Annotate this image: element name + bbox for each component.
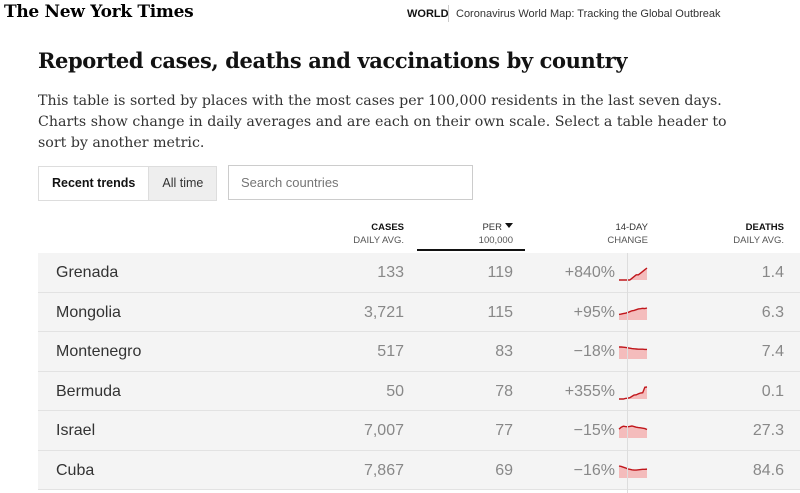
column-header-cases[interactable]: CASES DAILY AVG.	[353, 222, 404, 246]
deaths-daily-avg: 0.1	[761, 382, 784, 400]
tab-all-time[interactable]: All time	[148, 167, 217, 200]
sparkline-area	[619, 465, 647, 478]
cases-per-100000: 78	[495, 382, 513, 400]
table-header: CASES DAILY AVG. PER 100,000 14-DAY CHAN…	[38, 218, 800, 252]
fourteen-day-change: −18%	[573, 343, 615, 360]
table-row[interactable]: Mongolia 3,721 115 +95% 6.3	[38, 293, 800, 332]
cases-daily-avg: 133	[377, 264, 404, 281]
country-name: Mongolia	[56, 303, 121, 321]
cases-daily-avg: 517	[377, 343, 404, 360]
sparkline-line	[618, 464, 648, 471]
country-name: Israel	[56, 422, 96, 439]
fourteen-day-change: +355%	[564, 382, 615, 400]
table-row[interactable]: Grenada 133 119 +840% 1.4	[38, 253, 800, 293]
intro-text: This table is sorted by places with the …	[38, 93, 727, 151]
country-table-body: Grenada 133 119 +840% 1.4 Mongolia 3,721 115 +95…	[38, 253, 800, 490]
column-divider	[627, 253, 628, 493]
active-sort-indicator	[417, 249, 525, 251]
page-title: Reported cases, deaths and vaccinations …	[38, 48, 628, 73]
trend-sparkline	[618, 425, 648, 438]
cases-daily-avg: 50	[386, 382, 404, 400]
tab-recent-trends[interactable]: Recent trends	[39, 167, 149, 200]
deaths-daily-avg: 7.4	[761, 343, 784, 360]
cases-daily-avg: 3,721	[363, 303, 404, 321]
country-name: Cuba	[56, 461, 95, 479]
trend-sparkline	[619, 346, 647, 359]
sort-descending-icon	[505, 223, 513, 228]
fourteen-day-change: −15%	[573, 422, 615, 439]
sparkline-line	[619, 346, 647, 351]
cases-daily-avg: 7,007	[363, 422, 404, 439]
table-row[interactable]: Montenegro 517 83 −18% 7.4	[38, 332, 800, 372]
country-name: Montenegro	[56, 343, 142, 360]
trend-sparkline	[618, 306, 648, 320]
sparkline-area	[619, 386, 647, 399]
table-row[interactable]: Cuba 7,867 69 −16% 84.6	[38, 451, 800, 490]
trend-sparkline	[619, 267, 648, 281]
deaths-daily-avg: 6.3	[761, 303, 784, 321]
view-tabs: Recent trends All time	[38, 166, 218, 201]
article-title[interactable]: Coronavirus World Map: Tracking the Glob…	[456, 8, 721, 20]
fourteen-day-change: +840%	[564, 264, 615, 281]
top-bar: The New York Times WORLD Coronavirus Wor…	[0, 0, 800, 30]
sparkline-area	[619, 347, 647, 359]
sparkline-line	[618, 306, 648, 315]
sparkline-area	[619, 268, 647, 280]
table-row[interactable]: Israel 7,007 77 −15% 27.3	[38, 411, 800, 451]
column-header-14-day-change: 14-DAY CHANGE	[607, 222, 648, 246]
trend-sparkline	[618, 464, 648, 478]
deaths-daily-avg: 1.4	[761, 264, 784, 281]
column-header-deaths[interactable]: DEATHS DAILY AVG.	[733, 222, 784, 246]
trend-sparkline	[619, 385, 648, 400]
deaths-daily-avg: 27.3	[752, 422, 784, 439]
cases-per-100000: 83	[495, 343, 513, 360]
sparkline-line	[619, 385, 648, 400]
country-name: Bermuda	[56, 382, 121, 400]
sparkline-area	[619, 426, 647, 438]
cases-per-100000: 119	[487, 264, 513, 281]
country-name: Grenada	[56, 264, 119, 281]
nyt-logo[interactable]: The New York Times	[4, 2, 194, 22]
search-input[interactable]	[228, 165, 473, 200]
cases-per-100000: 77	[495, 422, 513, 439]
sparkline-line	[618, 425, 648, 431]
cases-per-100000: 115	[487, 303, 513, 321]
cases-per-100000: 69	[495, 461, 513, 479]
fourteen-day-change: +95%	[573, 303, 615, 321]
fourteen-day-change: −16%	[573, 461, 615, 479]
section-link[interactable]: WORLD	[407, 8, 449, 20]
column-header-per-100000[interactable]: PER 100,000	[478, 222, 513, 246]
sparkline-area	[619, 307, 647, 320]
header-separator	[448, 5, 449, 22]
sparkline-line	[619, 267, 648, 281]
cases-daily-avg: 7,867	[363, 461, 404, 479]
deaths-daily-avg: 84.6	[752, 461, 784, 479]
table-row[interactable]: Bermuda 50 78 +355% 0.1	[38, 372, 800, 411]
